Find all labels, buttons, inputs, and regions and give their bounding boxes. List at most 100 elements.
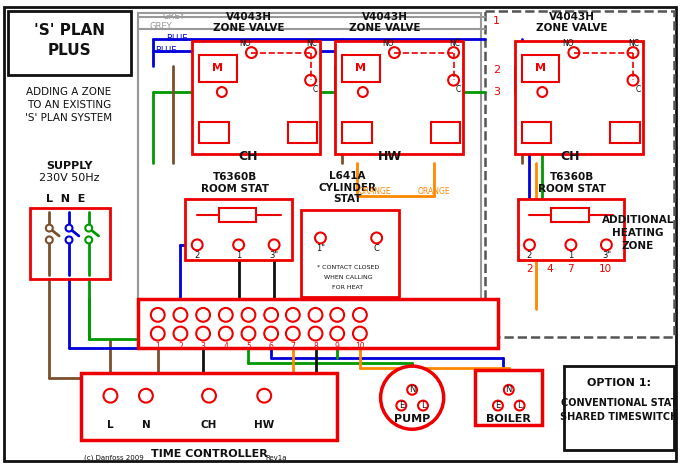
Text: 'S' PLAN SYSTEM: 'S' PLAN SYSTEM (26, 113, 112, 123)
Circle shape (86, 225, 92, 232)
Circle shape (104, 389, 117, 402)
Bar (518, 198, 624, 260)
Text: 4: 4 (224, 342, 228, 351)
Circle shape (353, 308, 367, 322)
Circle shape (389, 47, 400, 58)
Text: HW: HW (254, 420, 275, 430)
Text: NC: NC (629, 39, 640, 48)
Text: 3: 3 (493, 87, 500, 97)
Text: PLUS: PLUS (47, 43, 91, 58)
Circle shape (418, 401, 428, 410)
Circle shape (628, 75, 638, 86)
Text: STAT: STAT (333, 195, 362, 205)
Text: TIME CONTROLLER: TIME CONTROLLER (150, 449, 268, 459)
Circle shape (628, 47, 638, 58)
Bar (8, 11, 131, 75)
Circle shape (196, 327, 210, 341)
Text: 3: 3 (201, 342, 206, 351)
Text: CH: CH (201, 420, 217, 430)
Text: E: E (399, 401, 404, 410)
Text: ROOM STAT: ROOM STAT (538, 183, 606, 194)
Text: C: C (374, 244, 380, 253)
Circle shape (407, 385, 417, 395)
Circle shape (448, 47, 459, 58)
Text: NC: NC (306, 39, 317, 48)
Text: 'S' PLAN: 'S' PLAN (34, 23, 104, 38)
Bar (335, 41, 464, 154)
Text: NC: NC (449, 39, 460, 48)
Text: BOILER: BOILER (486, 414, 531, 424)
Bar (515, 41, 643, 154)
Circle shape (196, 308, 210, 322)
Text: L: L (518, 401, 522, 410)
Text: 1: 1 (493, 16, 500, 26)
Circle shape (504, 385, 514, 395)
Text: NO: NO (239, 39, 251, 48)
Text: N: N (141, 420, 150, 430)
Text: 2: 2 (493, 66, 500, 75)
Circle shape (538, 87, 547, 97)
Text: * CONTACT CLOSED: * CONTACT CLOSED (317, 265, 380, 270)
Circle shape (371, 233, 382, 243)
Circle shape (174, 308, 188, 322)
Text: 7: 7 (568, 264, 574, 275)
Text: T6360B: T6360B (213, 172, 257, 182)
Text: M: M (535, 63, 546, 73)
Circle shape (174, 327, 188, 341)
Text: V4043H: V4043H (362, 12, 408, 22)
Circle shape (241, 308, 255, 322)
Circle shape (139, 389, 152, 402)
Bar (611, 122, 640, 143)
Text: 3": 3" (602, 251, 611, 260)
Text: ZONE VALVE: ZONE VALVE (348, 23, 420, 33)
Circle shape (151, 327, 165, 341)
Bar (475, 370, 542, 425)
Text: SUPPLY: SUPPLY (46, 161, 92, 171)
Text: T6360B: T6360B (550, 172, 594, 182)
Text: NO: NO (562, 39, 574, 48)
Circle shape (264, 308, 278, 322)
Text: CONVENTIONAL STAT: CONVENTIONAL STAT (561, 398, 678, 408)
Circle shape (86, 236, 92, 243)
Bar (30, 208, 110, 279)
Bar (342, 55, 380, 82)
Text: 4: 4 (547, 264, 553, 275)
Text: C: C (635, 85, 640, 94)
Bar (301, 210, 400, 297)
Text: 230V 50Hz: 230V 50Hz (39, 173, 99, 183)
Text: FOR HEAT: FOR HEAT (333, 285, 364, 290)
Circle shape (396, 401, 406, 410)
Text: (c) Danfoss 2009: (c) Danfoss 2009 (83, 454, 144, 461)
Circle shape (219, 308, 233, 322)
Text: 6: 6 (268, 342, 274, 351)
Bar (199, 122, 229, 143)
Text: 8: 8 (313, 342, 318, 351)
Bar (431, 122, 460, 143)
Text: GREY: GREY (163, 12, 186, 21)
Circle shape (358, 87, 368, 97)
Bar (193, 41, 320, 154)
Circle shape (353, 327, 367, 341)
Text: 1: 1 (236, 251, 241, 260)
Circle shape (286, 308, 299, 322)
Bar (186, 198, 292, 260)
Bar (522, 122, 551, 143)
Circle shape (515, 401, 524, 410)
Text: CH: CH (239, 150, 258, 162)
Circle shape (202, 389, 216, 402)
Circle shape (257, 389, 271, 402)
Circle shape (305, 47, 316, 58)
Circle shape (246, 47, 257, 58)
Bar (219, 208, 257, 222)
Text: ZONE VALVE: ZONE VALVE (213, 23, 284, 33)
Text: 10: 10 (599, 264, 612, 275)
Circle shape (569, 47, 580, 58)
Text: BLUE: BLUE (166, 34, 187, 43)
Text: GREY: GREY (150, 22, 172, 31)
Text: ROOM STAT: ROOM STAT (201, 183, 268, 194)
Text: ORANGE: ORANGE (417, 187, 450, 196)
Circle shape (308, 308, 322, 322)
Text: NO: NO (383, 39, 394, 48)
Circle shape (493, 401, 503, 410)
Text: ADDITIONAL: ADDITIONAL (602, 215, 674, 225)
